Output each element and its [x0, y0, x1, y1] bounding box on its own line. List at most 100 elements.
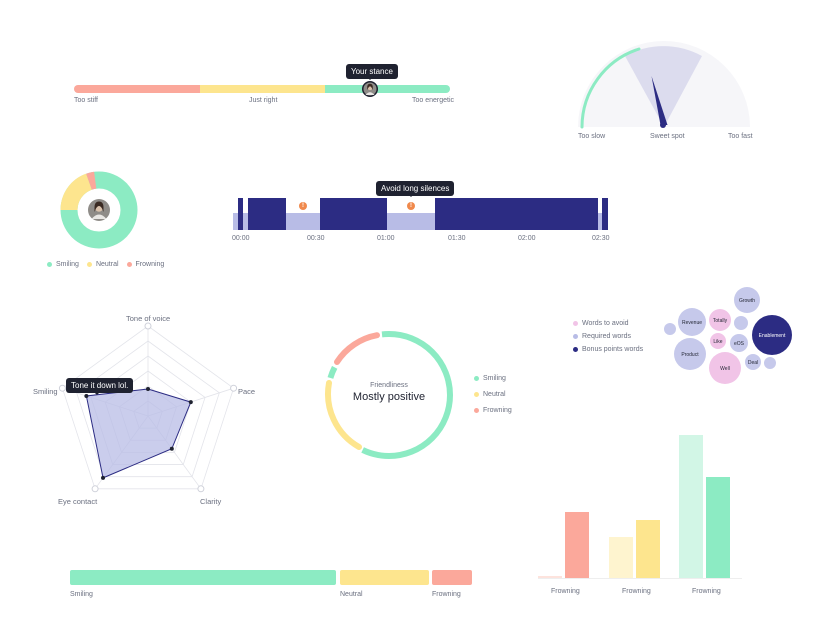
radar-axis-eye-contact: Eye contact: [58, 497, 98, 506]
radar-axis-handle[interactable]: [91, 485, 99, 493]
bar-group-2-solid[interactable]: [636, 520, 660, 578]
friendliness-legend-smiling: Smiling: [474, 375, 512, 382]
word-bubble-enablement[interactable]: Enablement: [752, 315, 792, 355]
timeline-tick: 00:30: [307, 235, 325, 242]
word-bubble-eos[interactable]: eOS: [730, 334, 748, 352]
bar-group-2-light[interactable]: [609, 537, 633, 578]
silence-warning-icon[interactable]: !: [407, 202, 415, 210]
donut-legend-frowning: Frowning: [126, 261, 164, 268]
friendliness-value: Mostly positive: [352, 391, 426, 403]
radar-axis-clarity: Clarity: [200, 497, 222, 506]
bar-group-3-light[interactable]: [679, 435, 703, 578]
svg-text:Deal: Deal: [748, 360, 758, 366]
svg-text:eOS: eOS: [734, 341, 745, 347]
radar-points: [84, 387, 193, 480]
radar-tooltip-arrow: [94, 392, 100, 395]
bar-group-label: Frowning: [692, 588, 721, 595]
gauge-needle[interactable]: [651, 76, 668, 125]
bar-baseline: [538, 578, 742, 579]
timeline-segment[interactable]: [435, 198, 598, 230]
silence-warning-icon[interactable]: !: [299, 202, 307, 210]
timeline-tick: 01:30: [448, 235, 466, 242]
friendliness-legend-frowning: Frowning: [474, 407, 512, 414]
gauge-label-too-slow: Too slow: [578, 133, 606, 140]
radar-axis-handle[interactable]: [144, 322, 152, 330]
expression-bar-label-neutral: Neutral: [340, 591, 363, 598]
gauge-progress-arc: [580, 47, 641, 129]
timeline-tick: 02:00: [518, 235, 536, 242]
stance-bar-too-stiff: [74, 85, 200, 93]
radar-tooltip: Tone it down lol.: [66, 378, 134, 393]
word-bubble-totally[interactable]: Totally: [709, 309, 731, 331]
radar-value-point[interactable]: [101, 475, 106, 480]
donut-legend-smiling: Smiling: [47, 261, 79, 268]
expression-bar-frowning[interactable]: [432, 570, 472, 585]
stance-avatar[interactable]: [362, 81, 378, 97]
word-bubble-product[interactable]: Product: [674, 338, 706, 370]
donut-segment-frowning: [86, 171, 97, 190]
svg-text:Well: Well: [720, 366, 730, 372]
stance-bar-too-energetic: [325, 85, 450, 93]
word-bubble-revenue[interactable]: Revenue: [678, 308, 706, 336]
word-bubble-well[interactable]: Well: [709, 352, 741, 384]
expression-bar-neutral[interactable]: [340, 570, 429, 585]
svg-text:Enablement: Enablement: [759, 333, 786, 339]
expression-bar-label-smiling: Smiling: [70, 591, 93, 598]
timeline-segment[interactable]: [248, 198, 286, 230]
word-bubble-empty: [764, 357, 776, 369]
word-bubble-empty: [664, 323, 676, 335]
timeline-segment[interactable]: [320, 198, 387, 230]
expression-bar-smiling[interactable]: [70, 570, 336, 585]
timeline-segment[interactable]: [602, 198, 608, 230]
bar-group-label: Frowning: [551, 588, 580, 595]
friendliness-legend-neutral: Neutral: [474, 391, 512, 398]
bar-group-label: Frowning: [622, 588, 651, 595]
bar-group-1-solid[interactable]: [565, 512, 589, 578]
stance-label-just-right: Just right: [249, 97, 278, 104]
donut-legend: Smiling Neutral Frowning: [47, 261, 164, 268]
word-bubble-growth[interactable]: Growth: [734, 287, 760, 313]
donut-legend-neutral: Neutral: [86, 261, 119, 268]
radar-value-point[interactable]: [188, 400, 193, 405]
word-bubble-deal[interactable]: Deal: [745, 354, 761, 370]
timeline-tick: 00:00: [232, 235, 250, 242]
stance-label-too-energetic: Too energetic: [412, 97, 455, 104]
timeline-tick: 02:30: [592, 235, 610, 242]
timeline-tick: 01:00: [377, 235, 395, 242]
person-icon: [363, 82, 377, 96]
friendliness-segment-frowning: [334, 332, 380, 365]
svg-text:Revenue: Revenue: [682, 320, 702, 326]
donut-segment-neutral: [60, 173, 93, 211]
friendliness-segment-neutral: [325, 380, 362, 450]
gauge-needle-pivot: [660, 122, 666, 128]
person-icon: [88, 199, 110, 221]
gauge-label-sweet-spot: Sweet spot: [650, 133, 685, 140]
radar-value-point[interactable]: [146, 387, 150, 391]
radar-axis-handle[interactable]: [58, 384, 66, 392]
gauge-sweet-spot-zone: [625, 46, 702, 127]
words-legend-required: Required words: [573, 333, 643, 340]
radar-value-point[interactable]: [169, 446, 174, 451]
radar-axis-handle[interactable]: [230, 384, 238, 392]
stance-tooltip-arrow: [367, 77, 373, 80]
timeline-tooltip-arrow: [408, 194, 414, 197]
radar-axis-smiling: Smiling: [33, 387, 58, 396]
stance-label-too-stiff: Too stiff: [74, 97, 98, 104]
speed-gauge-svg: [578, 41, 750, 129]
radar-axis-handle[interactable]: [197, 485, 205, 493]
stance-bar-just-right: [200, 85, 325, 93]
radar-axis-pace: Pace: [238, 387, 256, 396]
friendliness-label: Friendliness: [370, 382, 408, 389]
expression-bar-label-frowning: Frowning: [432, 591, 461, 598]
timeline-segment[interactable]: [238, 198, 243, 230]
timeline-tooltip: Avoid long silences: [376, 181, 455, 196]
bar-group-3-solid[interactable]: [706, 477, 730, 578]
friendliness-ring-svg: [323, 330, 453, 459]
word-bubble-like[interactable]: Like: [710, 333, 726, 349]
svg-text:Totally: Totally: [713, 318, 728, 324]
radar-axis-tone-of-voice: Tone of voice: [126, 314, 171, 323]
bar-group-1-light[interactable]: [538, 576, 562, 578]
words-legend-avoid: Words to avoid: [573, 320, 643, 327]
radar-value-point[interactable]: [84, 393, 89, 398]
gauge-label-too-fast: Too fast: [728, 133, 753, 140]
